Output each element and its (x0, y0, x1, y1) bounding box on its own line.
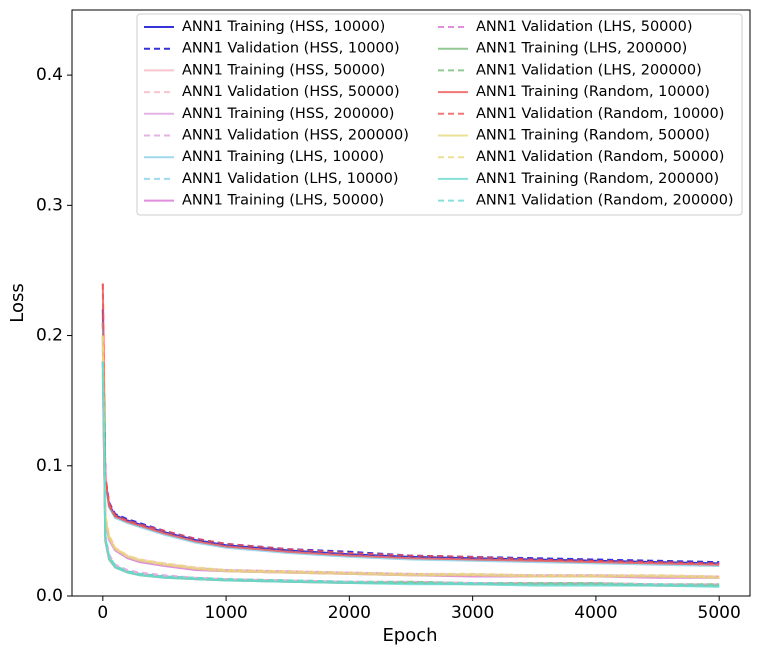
legend-label: ANN1 Training (Random, 50000) (476, 128, 710, 144)
legend-label: ANN1 Training (Random, 200000) (476, 171, 719, 187)
series-line (101, 361, 720, 587)
series-line (101, 374, 720, 586)
x-tick-label: 2000 (328, 603, 371, 623)
series-line (101, 361, 720, 587)
legend-label: ANN1 Validation (HSS, 10000) (182, 41, 400, 57)
x-tick-label: 0 (97, 603, 108, 623)
legend-label: ANN1 Validation (LHS, 200000) (476, 62, 702, 78)
y-tick-label: 0.1 (36, 456, 63, 476)
legend-label: ANN1 Training (HSS, 50000) (182, 62, 385, 78)
y-axis-label: Loss (7, 283, 28, 322)
legend-label: ANN1 Training (LHS, 200000) (476, 41, 687, 57)
y-tick-label: 0.3 (36, 195, 63, 215)
series-line (101, 283, 720, 565)
legend-label: ANN1 Validation (HSS, 50000) (182, 84, 400, 100)
plot-frame (71, 9, 751, 597)
y-tick-label: 0.4 (36, 65, 63, 85)
series-line (101, 361, 720, 586)
legend-label: ANN1 Validation (LHS, 50000) (476, 19, 693, 35)
legend-label: ANN1 Validation (HSS, 200000) (182, 128, 409, 144)
x-tick-label: 4000 (574, 603, 617, 623)
series-line (101, 283, 720, 566)
series-line (101, 322, 720, 567)
y-tick-label: 0.2 (36, 326, 63, 346)
series-line (101, 322, 720, 564)
series-line (101, 322, 720, 566)
legend-label: ANN1 Training (LHS, 50000) (182, 193, 384, 209)
series-line (101, 374, 720, 587)
x-tick-label: 3000 (451, 603, 494, 623)
legend-label: ANN1 Training (Random, 10000) (476, 84, 710, 100)
legend-label: ANN1 Validation (LHS, 10000) (182, 171, 399, 187)
legend-label: ANN1 Validation (Random, 10000) (476, 106, 724, 122)
legend-label: ANN1 Training (HSS, 10000) (182, 19, 385, 35)
y-tick-label: 0.0 (36, 586, 63, 606)
series-line (101, 309, 720, 565)
legend-label: ANN1 Validation (Random, 200000) (476, 193, 734, 209)
legend-label: ANN1 Training (HSS, 200000) (182, 106, 394, 122)
legend-label: ANN1 Validation (Random, 50000) (476, 149, 724, 165)
series-line (101, 348, 720, 578)
series-line (101, 361, 720, 588)
legend-label: ANN1 Training (LHS, 10000) (182, 149, 384, 165)
x-tick-label: 5000 (698, 603, 741, 623)
x-tick-label: 1000 (204, 603, 247, 623)
x-axis-label: Epoch (382, 625, 437, 646)
